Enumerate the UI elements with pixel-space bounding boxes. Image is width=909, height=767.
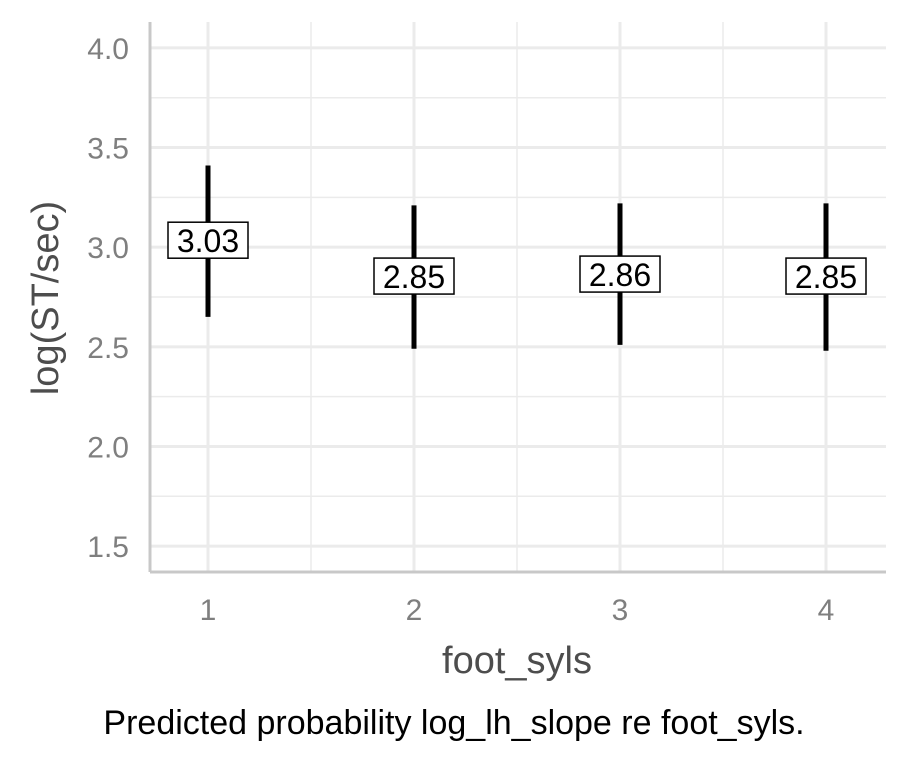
data-label-text: 2.86 [589,257,651,293]
y-tick-label: 1.5 [87,531,129,564]
grid [150,22,886,572]
data-label: 2.86 [579,255,661,293]
tick-labels: 1.5 2.0 2.5 3.0 3.5 4.0 1 2 3 4 [87,33,834,627]
y-tick-label: 3.0 [87,232,129,265]
data-label-box [785,257,867,295]
y-tick-label: 2.5 [87,332,129,365]
data-labels: 3.03 2.85 2.86 2.85 [167,221,867,295]
x-tick-label: 2 [406,594,423,627]
data-label-text: 2.85 [795,259,857,295]
y-tick-label: 3.5 [87,133,129,166]
x-axis-title: foot_syls [442,640,592,682]
data-label-box [373,257,455,295]
y-tick-label: 2.0 [87,431,129,464]
chart-caption: Predicted probability log_lh_slope re fo… [103,704,804,742]
x-tick-label: 3 [612,594,629,627]
data-label-text: 2.85 [383,259,445,295]
y-tick-label: 4.0 [87,33,129,66]
axes [148,22,886,574]
data-label: 2.85 [373,257,455,295]
x-tick-label: 1 [200,594,217,627]
data-label-box [167,221,249,259]
data-label-text: 3.03 [177,223,239,259]
x-tick-label: 4 [818,594,835,627]
data-label: 2.85 [785,257,867,295]
y-axis-title: log(ST/sec) [25,201,67,395]
data-label: 3.03 [167,221,249,259]
data-label-box [579,255,661,293]
